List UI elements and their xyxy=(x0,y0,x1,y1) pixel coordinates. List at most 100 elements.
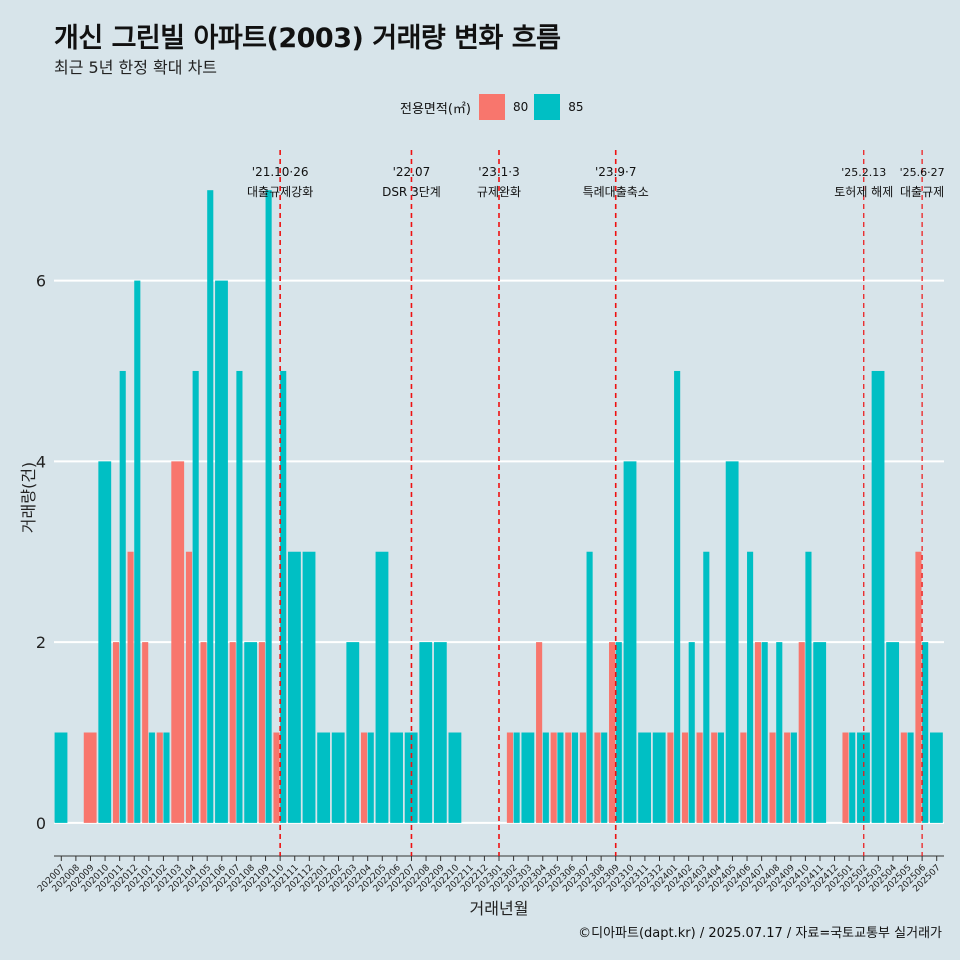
bar-80-202401 xyxy=(667,732,674,823)
bar-85-202304 xyxy=(542,732,549,823)
annotation-label-202301: 규제완화 xyxy=(477,185,521,199)
annotation-label-202502: 토허제 해제 xyxy=(834,185,893,199)
y-tick-label: 0 xyxy=(36,814,46,833)
bar-80-202501 xyxy=(842,732,849,823)
bar-80-202505 xyxy=(900,732,907,823)
annotation-date-202309: '23.9·7 xyxy=(595,165,636,179)
bar-85-202203 xyxy=(346,642,360,823)
bar-85-202402 xyxy=(688,642,695,823)
bar-85-202206 xyxy=(390,732,403,823)
bar-85-202010 xyxy=(98,461,112,823)
bar-85-202108 xyxy=(244,642,258,823)
chart-title: 개신 그린빌 아파트(2003) 거래량 변화 흐름 xyxy=(54,23,561,54)
y-tick-label: 6 xyxy=(36,272,46,291)
y-axis-title: 거래량(건) xyxy=(19,462,38,533)
bar-85-202110 xyxy=(280,370,287,823)
legend-swatch-85 xyxy=(534,94,561,120)
bar-85-202105 xyxy=(207,190,214,823)
chart-caption: ©디아파트(dapt.kr) / 2025.07.17 / 자료=국토교통부 실… xyxy=(578,926,942,941)
bar-80-202402 xyxy=(681,732,689,823)
bar-80-202305 xyxy=(550,732,557,823)
annotation-label-202110: 대출규제강화 xyxy=(247,185,313,199)
bar-80-202309 xyxy=(609,642,616,823)
bar-85-202411 xyxy=(813,642,827,823)
annotation-date-202502: '25.2.13 xyxy=(841,166,886,179)
bar-85-202501 xyxy=(849,732,856,823)
y-tick-label: 4 xyxy=(36,452,46,471)
annotation-date-202301: '23.1·3 xyxy=(478,165,519,179)
bar-85-202205 xyxy=(375,551,389,823)
bar-80-202404 xyxy=(711,732,718,823)
legend-swatch-80 xyxy=(478,94,505,120)
bar-80-202109 xyxy=(258,642,265,823)
bar-85-202202 xyxy=(331,732,345,823)
bar-85-202102 xyxy=(163,732,170,823)
annotation-date-202506: '25.6·27 xyxy=(900,166,945,179)
bar-85-202309 xyxy=(615,642,622,823)
bar-85-202104 xyxy=(192,370,199,823)
bar-85-202410 xyxy=(805,551,812,823)
bar-80-202107 xyxy=(229,642,236,823)
bar-85-202305 xyxy=(557,732,564,823)
bar-80-202302 xyxy=(506,732,513,823)
bar-85-202409 xyxy=(790,732,797,823)
bar-80-202011 xyxy=(112,642,120,823)
bar-85-202106 xyxy=(215,280,228,823)
bar-85-202011 xyxy=(119,370,126,823)
bar-80-202308 xyxy=(594,732,601,823)
annotation-date-202207: '22.07 xyxy=(393,165,431,179)
bar-80-202408 xyxy=(769,732,776,823)
legend-title: 전용면적(㎡) xyxy=(400,101,471,117)
bar-85-202401 xyxy=(674,370,681,823)
bar-85-202312 xyxy=(652,732,666,823)
bar-85-202407 xyxy=(761,642,768,823)
bar-80-202506 xyxy=(915,551,922,823)
bar-85-202506 xyxy=(922,642,929,823)
bar-80-202403 xyxy=(696,732,703,823)
bar-85-202503 xyxy=(871,370,885,823)
bar-85-202311 xyxy=(638,732,652,823)
bar-85-202408 xyxy=(776,642,783,823)
bar-85-202502 xyxy=(857,732,870,823)
bar-85-202209 xyxy=(433,642,447,823)
bar-85-202507 xyxy=(929,732,943,823)
bar-80-202104 xyxy=(185,551,193,823)
bar-85-202302 xyxy=(513,732,520,823)
bar-85-202012 xyxy=(134,280,141,823)
annotation-date-202110: '21.10·26 xyxy=(252,165,309,179)
legend-label-85: 85 xyxy=(568,100,584,114)
bar-85-202308 xyxy=(601,732,608,823)
bar-85-202303 xyxy=(521,732,535,823)
bar-80-202304 xyxy=(536,642,543,823)
bar-80-202103 xyxy=(171,461,185,823)
chart-subtitle: 최근 5년 한정 확대 차트 xyxy=(54,58,218,77)
bar-85-202109 xyxy=(265,190,272,823)
bar-85-202207 xyxy=(404,732,418,823)
bar-85-202112 xyxy=(302,551,316,823)
bar-80-202110 xyxy=(273,732,280,823)
bar-80-202101 xyxy=(142,642,149,823)
bar-80-202105 xyxy=(200,642,207,823)
bar-80-202102 xyxy=(156,732,163,823)
bar-80-202012 xyxy=(127,551,134,823)
bar-80-202204 xyxy=(360,732,368,823)
annotation-label-202207: DSR 3단계 xyxy=(382,185,441,199)
bar-85-202310 xyxy=(623,461,637,823)
bar-85-202306 xyxy=(571,732,579,823)
x-axis-title: 거래년월 xyxy=(470,899,529,918)
bar-85-202101 xyxy=(148,732,155,823)
bar-80-202009 xyxy=(83,732,97,823)
bar-85-202406 xyxy=(747,551,754,823)
bar-85-202505 xyxy=(907,732,914,823)
y-tick-label: 2 xyxy=(36,633,46,652)
bar-85-202405 xyxy=(725,461,739,823)
bar-85-202007 xyxy=(54,732,68,823)
bar-80-202306 xyxy=(565,732,572,823)
legend-label-80: 80 xyxy=(512,100,529,114)
bar-85-202107 xyxy=(236,370,243,823)
bar-85-202403 xyxy=(703,551,710,823)
bar-85-202504 xyxy=(886,642,900,823)
bar-80-202410 xyxy=(798,642,805,823)
bar-80-202409 xyxy=(784,732,791,823)
